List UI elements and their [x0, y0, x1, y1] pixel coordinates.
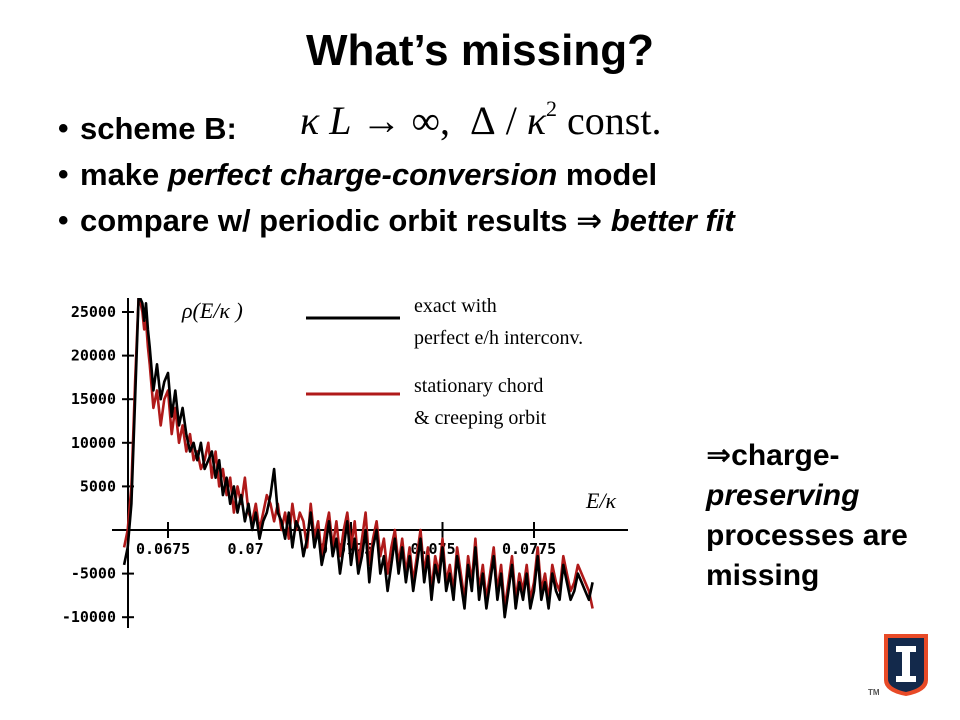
y-tick-label: -5000 — [71, 565, 116, 583]
formula-const: const. — [567, 98, 662, 143]
side-note-line4: missing — [706, 559, 820, 592]
legend-label: & creeping orbit — [414, 407, 547, 429]
bullet-scheme-label: scheme B: — [80, 111, 237, 146]
formula-kappa: κ — [300, 98, 320, 143]
bullet-compare-pre: compare w/ periodic orbit results — [80, 203, 577, 238]
chart-title: ρ(E/κ ) — [181, 298, 243, 323]
formula-exponent: 2 — [546, 96, 558, 121]
legend-label: exact with — [414, 295, 497, 317]
bullet-list: scheme B: make perfect charge-conversion… — [58, 106, 735, 244]
y-tick-label: -10000 — [62, 608, 116, 626]
side-note: ⇒charge- preserving processes are missin… — [706, 436, 908, 596]
side-note-line3: processes are — [706, 519, 908, 552]
x-tick-label: 0.0775 — [502, 540, 556, 558]
formula-kappa2: κ — [526, 98, 547, 143]
x-tick-label: 0.07 — [228, 540, 264, 558]
side-arrow-icon: ⇒ — [706, 439, 732, 472]
formula-arrow: → — [361, 98, 402, 143]
y-tick-label: 25000 — [71, 303, 116, 321]
scheme-formula: κ L → ∞, Δ / κ2 const. — [300, 96, 661, 144]
bullet-model-emphasis: perfect charge-conversion — [167, 157, 558, 192]
side-note-line1: charge- — [731, 439, 840, 472]
bullet-model-post: model — [557, 157, 658, 192]
y-tick-label: 10000 — [71, 434, 116, 452]
bullet-model: make perfect charge-conversion model — [58, 152, 735, 198]
y-tick-label: 5000 — [80, 477, 116, 495]
legend-label: stationary chord — [414, 375, 543, 397]
university-logo-icon — [884, 634, 928, 696]
side-note-line2: preserving — [706, 479, 860, 512]
bullet-compare: compare w/ periodic orbit results ⇒ bett… — [58, 198, 735, 244]
legend-label: perfect e/h interconv. — [414, 327, 583, 349]
y-tick-label: 20000 — [71, 347, 116, 365]
formula-delta: Δ — [469, 98, 496, 143]
formula-infinity: ∞, — [411, 98, 450, 143]
x-tick-label: 0.0675 — [136, 540, 190, 558]
implies-arrow-icon: ⇒ — [576, 203, 603, 238]
logo-trademark: TM — [868, 688, 880, 697]
series-exact-line — [122, 298, 594, 619]
bullet-model-pre: make — [80, 157, 168, 192]
formula-slash: / — [505, 98, 517, 143]
x-axis-label: E/κ — [585, 488, 617, 513]
bullet-compare-emphasis: better fit — [610, 203, 735, 238]
bullet-scheme: scheme B: — [58, 106, 735, 152]
y-tick-label: 15000 — [71, 390, 116, 408]
formula-L: L — [329, 98, 352, 143]
slide-title: What’s missing? — [306, 26, 654, 75]
